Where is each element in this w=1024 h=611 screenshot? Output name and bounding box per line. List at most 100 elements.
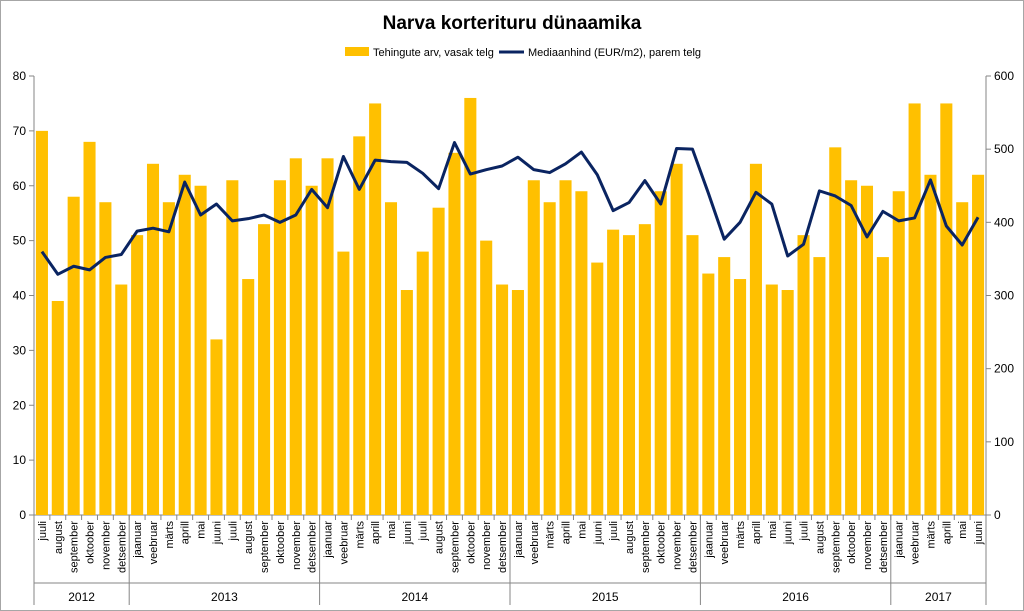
category-label: september	[259, 521, 271, 573]
left-tick-label: 30	[13, 343, 27, 357]
bar	[638, 224, 651, 515]
category-label: juuni	[783, 521, 795, 545]
left-tick-label: 50	[13, 234, 27, 248]
bar	[305, 185, 318, 515]
bar	[749, 163, 762, 516]
category-label: oktoober	[846, 521, 858, 564]
bar	[956, 202, 969, 515]
category-label: november	[100, 521, 112, 570]
bar	[369, 103, 382, 515]
legend-label-line: Mediaanhind (EUR/m2), parem telg	[528, 47, 701, 59]
bar	[575, 191, 588, 516]
category-label: august	[243, 521, 255, 554]
category-label: august	[814, 521, 826, 554]
bar	[670, 163, 683, 516]
bar	[416, 251, 429, 515]
category-label: jaanuar	[513, 521, 525, 559]
bar	[242, 279, 255, 515]
bar	[559, 180, 572, 515]
left-tick-label: 40	[13, 289, 27, 303]
legend: Tehingute arv, vasak telg Mediaanhind (E…	[345, 47, 701, 59]
bar	[289, 158, 302, 515]
bar	[797, 235, 810, 515]
bar	[337, 251, 350, 515]
category-label: detsember	[878, 521, 890, 573]
bar	[972, 174, 985, 515]
bar	[432, 207, 445, 515]
bar	[686, 235, 699, 515]
category-label: august	[624, 521, 636, 554]
bar	[892, 191, 905, 516]
category-label: juuli	[37, 521, 49, 542]
bar	[781, 290, 794, 515]
bar	[480, 240, 493, 515]
year-label: 2012	[68, 590, 95, 604]
bar	[622, 235, 636, 515]
category-label: september	[830, 521, 842, 573]
category-label: jaanuar	[132, 521, 144, 559]
category-label: mai	[957, 521, 969, 539]
right-tick-label: 0	[994, 508, 1001, 522]
year-label: 2017	[925, 590, 952, 604]
category-label: detsember	[497, 521, 509, 573]
category-label: juuni	[592, 521, 604, 545]
right-tick-label: 400	[994, 215, 1014, 229]
category-label: jaanuar	[703, 521, 715, 559]
bar	[99, 202, 112, 515]
bar	[734, 279, 747, 515]
median-price-line	[40, 141, 980, 276]
year-label: 2013	[211, 590, 238, 604]
left-tick-label: 60	[13, 179, 27, 193]
category-label: veebruar	[910, 521, 922, 565]
left-tick-label: 0	[19, 508, 26, 522]
bar	[448, 152, 461, 515]
bar	[226, 180, 239, 515]
axes	[33, 76, 987, 605]
legend-swatch-bars	[345, 47, 369, 56]
category-label: november	[862, 521, 874, 570]
category-labels: juuli august september oktoober november dets…	[37, 521, 985, 573]
category-label: oktoober	[85, 521, 97, 564]
bar	[273, 180, 286, 515]
legend-label-bars: Tehingute arv, vasak telg	[373, 47, 494, 59]
bar	[924, 174, 937, 515]
bar	[829, 147, 842, 515]
category-label: juuli	[608, 521, 620, 542]
bar	[115, 284, 128, 515]
category-label: aprill	[751, 521, 763, 544]
bar	[162, 202, 175, 515]
bar	[860, 185, 874, 515]
left-axis-ticks: 0 10 20 30 40 50 60 70 80	[13, 69, 34, 522]
year-label: 2016	[782, 590, 809, 604]
left-tick-label: 80	[13, 69, 27, 83]
category-label: aprill	[561, 521, 573, 544]
category-label: juuli	[418, 521, 430, 542]
bar	[607, 229, 620, 515]
bar	[353, 136, 366, 516]
category-label: veebruar	[719, 521, 731, 565]
bar	[940, 103, 953, 515]
category-label: juuli	[799, 521, 811, 542]
bar	[511, 290, 524, 515]
category-label: aprill	[941, 521, 953, 544]
category-label: november	[291, 521, 303, 570]
category-label: juuni	[211, 521, 223, 545]
bar	[496, 284, 509, 515]
category-label: detsember	[687, 521, 699, 573]
bar	[384, 202, 398, 515]
year-label: 2014	[401, 590, 428, 604]
bar	[813, 257, 826, 515]
category-label: september	[449, 521, 461, 573]
category-label: juuli	[227, 521, 239, 542]
bar	[194, 185, 207, 515]
left-tick-label: 10	[13, 453, 27, 467]
bar	[464, 97, 477, 515]
category-label: veebruar	[529, 521, 541, 565]
year-label: 2015	[592, 590, 619, 604]
category-label: september	[640, 521, 652, 573]
bar	[718, 257, 731, 515]
category-label: mai	[576, 521, 588, 539]
bar	[845, 180, 858, 515]
right-axis-ticks: 0 100 200 300 400 500 600	[986, 69, 1014, 522]
